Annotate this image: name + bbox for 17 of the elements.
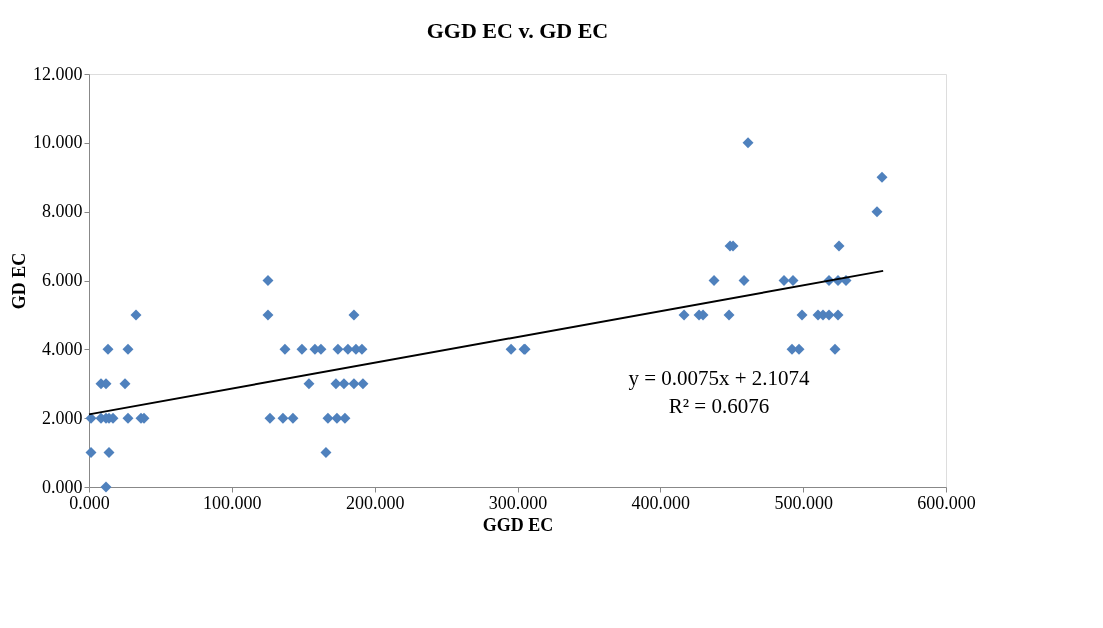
x-tick-label: 600.000 — [917, 492, 976, 513]
chart-title: GGD EC v. GD EC — [426, 18, 609, 43]
y-tick-label: 10.000 — [33, 132, 83, 153]
x-tick-label: 400.000 — [631, 492, 691, 513]
y-tick-label: 8.000 — [42, 201, 83, 222]
y-tick-label: 12.000 — [33, 63, 83, 84]
y-axis-title: GD EC — [9, 252, 29, 310]
y-tick-label: 2.000 — [42, 407, 83, 428]
x-tick-label: 300.000 — [488, 492, 548, 513]
x-tick-label: 100.000 — [203, 492, 262, 513]
x-axis-title: GGD EC — [482, 514, 554, 535]
x-tick-label: 500.000 — [774, 492, 833, 513]
annotation: y = 0.0075x + 2.1074 — [628, 366, 811, 390]
y-tick-label: 6.000 — [42, 270, 83, 290]
y-tick-label: 4.000 — [42, 338, 83, 359]
annotation: R² = 0.6076 — [668, 394, 770, 418]
x-tick-label: 200.000 — [345, 492, 405, 513]
